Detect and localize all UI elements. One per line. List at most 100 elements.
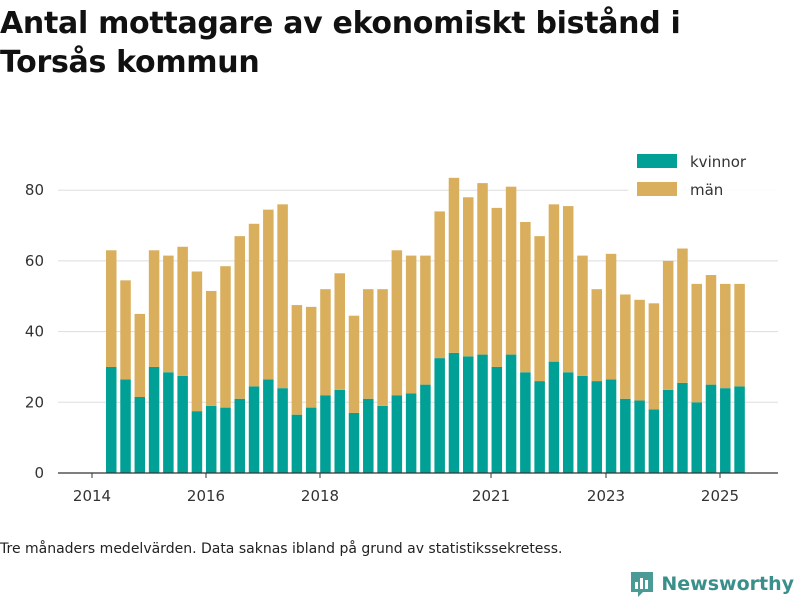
bar-kvinnor	[548, 361, 560, 473]
bar-kvinnor	[163, 372, 174, 473]
x-tick-label: 2018	[301, 487, 339, 505]
bar-man	[734, 283, 745, 387]
bar-man	[720, 283, 731, 389]
bar-man	[334, 273, 345, 390]
bar-kvinnor	[134, 396, 146, 473]
chart-title: Antal mottagare av ekonomiskt bistånd i …	[0, 6, 681, 80]
bar-kvinnor	[734, 386, 745, 473]
bar-kvinnor	[662, 389, 674, 473]
bar-kvinnor	[191, 411, 203, 473]
bar-man	[620, 294, 631, 399]
bars	[106, 177, 745, 473]
bar-man	[477, 183, 488, 355]
legend-swatch-kvinnor	[637, 154, 677, 168]
legend-swatch-man	[637, 182, 677, 196]
bar-man	[420, 255, 431, 385]
bar-kvinnor	[591, 381, 603, 473]
bar-man	[677, 248, 688, 383]
bar-kvinnor	[562, 372, 574, 473]
bar-man	[234, 236, 246, 399]
bar-man	[591, 289, 603, 382]
bar-man	[434, 211, 445, 359]
bar-man	[648, 303, 660, 410]
bar-kvinnor	[620, 398, 631, 473]
bar-man	[491, 207, 503, 367]
bar-man	[691, 283, 702, 403]
bar-man	[377, 289, 388, 406]
bar-man	[391, 250, 403, 396]
x-axis: 2014 2016 2018 2021 2023 2025	[58, 472, 778, 505]
bar-kvinnor	[277, 388, 288, 473]
brand[interactable]: Newsworthy	[629, 570, 794, 598]
bar-man	[263, 209, 274, 380]
bar-kvinnor	[391, 395, 403, 473]
bar-kvinnor	[348, 412, 360, 473]
bar-kvinnor	[434, 358, 445, 473]
bar-kvinnor	[705, 384, 717, 473]
y-tick-label: 80	[25, 181, 44, 199]
stacked-bar-chart: 0 20 40 60 80 2014 2016 2018 2021 2023 2025 kvinn…	[24, 148, 778, 505]
bar-man	[148, 250, 160, 367]
bar-man	[363, 289, 374, 399]
bar-man	[120, 280, 131, 380]
bar-man	[191, 271, 203, 412]
bar-man	[277, 204, 288, 389]
x-tick-label: 2021	[472, 487, 510, 505]
bar-man	[106, 250, 117, 367]
bar-man	[448, 177, 460, 353]
x-tick-label: 2014	[73, 487, 111, 505]
bar-man	[134, 313, 146, 397]
bar-man	[348, 315, 360, 413]
bar-kvinnor	[477, 354, 488, 473]
y-tick-label: 60	[25, 252, 44, 270]
legend-label: kvinnor	[690, 153, 747, 171]
bar-kvinnor	[605, 379, 617, 473]
bar-man	[634, 299, 645, 401]
bar-kvinnor	[720, 388, 731, 473]
bar-kvinnor	[363, 398, 374, 473]
bar-kvinnor	[291, 414, 303, 473]
bar-man	[220, 266, 231, 408]
bar-kvinnor	[634, 400, 645, 473]
brand-name: Newsworthy	[661, 573, 794, 595]
footnote: Tre månaders medelvärden. Data saknas ib…	[0, 541, 563, 557]
bar-kvinnor	[405, 393, 417, 473]
bar-kvinnor	[248, 386, 260, 473]
bar-man	[562, 206, 574, 373]
bar-kvinnor	[177, 375, 188, 473]
y-tick-label: 40	[25, 323, 44, 341]
x-tick-label: 2016	[187, 487, 225, 505]
bar-man	[577, 255, 588, 376]
legend: kvinnor män	[628, 148, 778, 206]
bar-man	[320, 289, 331, 396]
bar-man	[177, 246, 188, 376]
bar-kvinnor	[320, 395, 331, 473]
bar-kvinnor	[120, 379, 131, 473]
bar-man	[705, 275, 717, 385]
bar-kvinnor	[677, 382, 688, 473]
bar-kvinnor	[534, 381, 545, 473]
y-tick-label: 0	[34, 464, 44, 482]
x-tick-label: 2025	[701, 487, 739, 505]
bar-man	[520, 222, 531, 373]
bar-man	[163, 255, 174, 373]
bar-kvinnor	[305, 407, 317, 473]
bar-man	[548, 204, 560, 362]
bar-man	[248, 223, 260, 387]
y-tick-label: 20	[25, 393, 44, 411]
bar-kvinnor	[505, 354, 517, 473]
bar-man	[505, 186, 517, 355]
bar-kvinnor	[520, 372, 531, 473]
bar-kvinnor	[234, 398, 246, 473]
bar-man	[205, 290, 217, 406]
bar-man	[534, 236, 545, 382]
bar-chart-logo-icon	[631, 572, 654, 597]
bar-kvinnor	[334, 389, 345, 473]
bar-man	[305, 306, 317, 408]
bar-man	[405, 255, 417, 394]
bar-kvinnor	[577, 375, 588, 473]
bar-man	[291, 305, 303, 415]
bar-kvinnor	[648, 409, 660, 473]
bar-kvinnor	[463, 356, 474, 473]
bar-kvinnor	[220, 407, 231, 473]
